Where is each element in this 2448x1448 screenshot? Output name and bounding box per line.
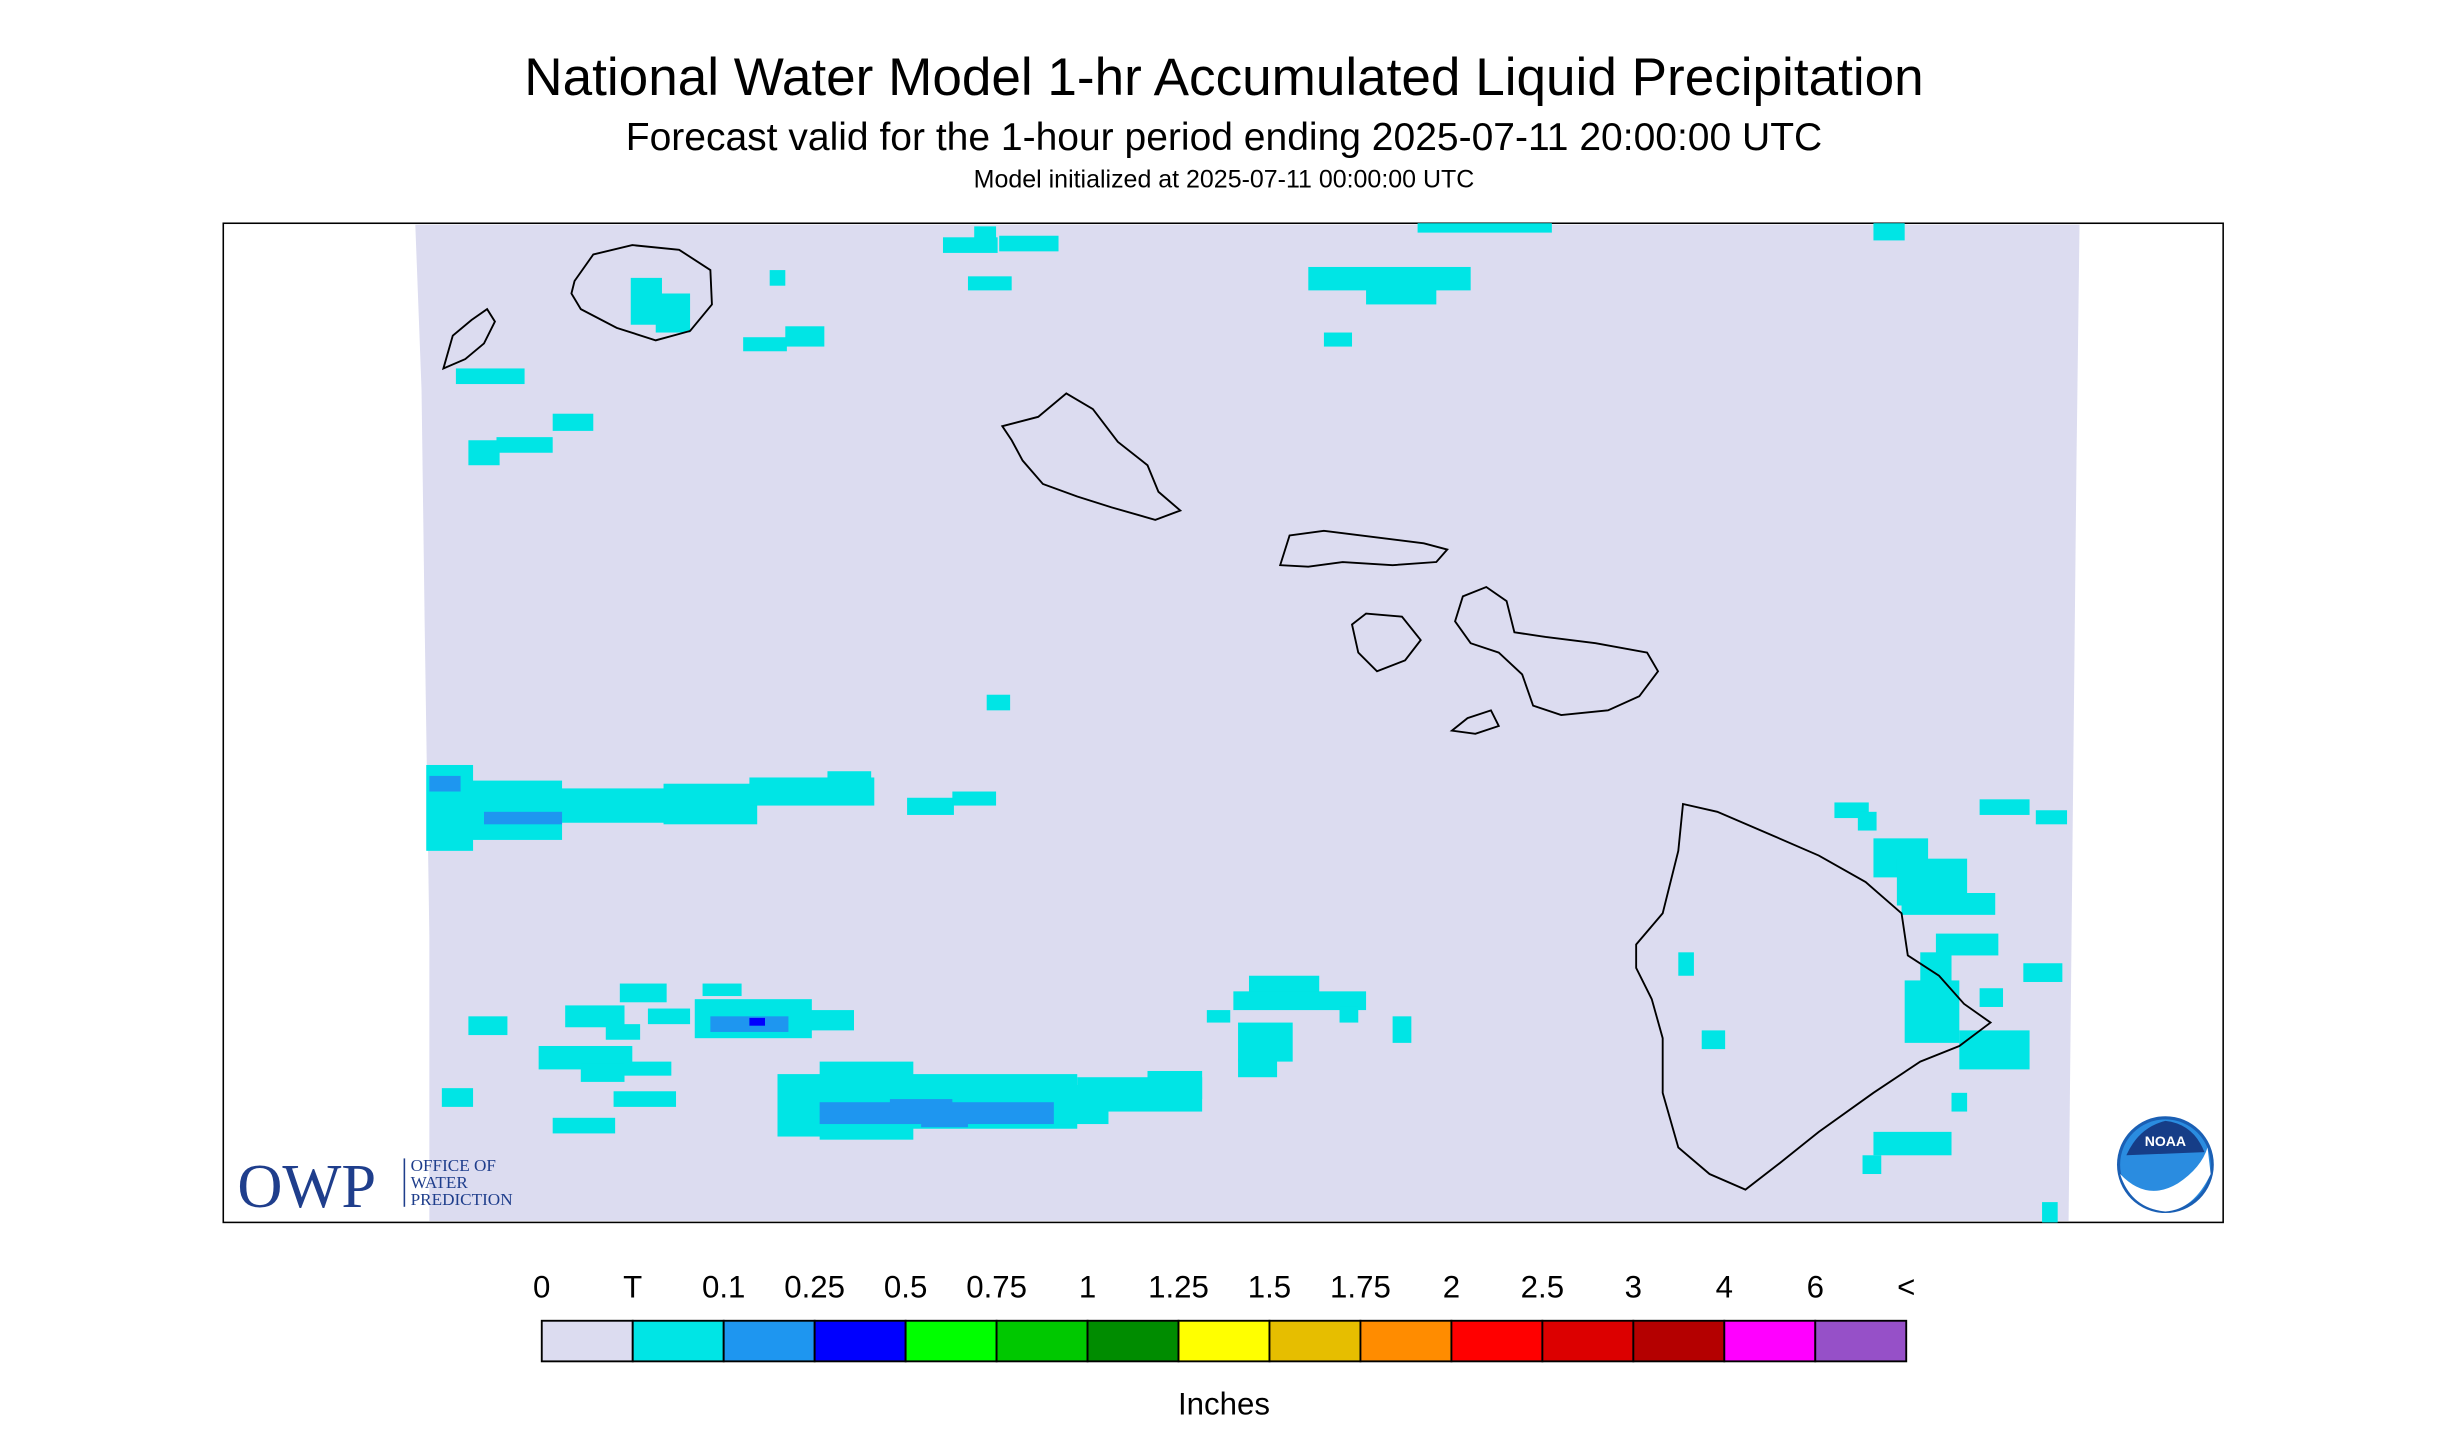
legend-label: 2.5 [1521,1269,1564,1304]
map: OWP OFFICE OF WATER PREDICTION NOAA [222,222,2224,1224]
legend-label: 1.75 [1330,1269,1391,1304]
noaa-logo: NOAA [2116,1116,2214,1214]
owp-logo: OWP OFFICE OF WATER PREDICTION [237,1151,512,1221]
title: National Water Model 1-hr Accumulated Li… [524,48,1923,107]
model-domain [415,224,2080,1221]
owp-logo-text: OFFICE OF [411,1156,496,1175]
legend: 0 T 0.1 0.25 0.5 0.75 1 1.25 1.5 1.75 2 2.5 3 4 6 < [533,1269,1915,1363]
legend-swatch [540,1319,634,1363]
owp-logo-mark: OWP [237,1151,376,1221]
precip-areas [426,223,2068,1223]
legend-swatch [995,1319,1089,1363]
legend-swatch [1268,1319,1362,1363]
legend-label: 0 [533,1269,550,1304]
owp-logo-text: PREDICTION [411,1190,513,1209]
legend-label: 0.1 [702,1269,745,1304]
legend-swatch [813,1319,907,1363]
legend-swatch [1450,1319,1544,1363]
legend-unit: Inches [1178,1386,1270,1421]
legend-swatch [1177,1319,1271,1363]
legend-label: 1.5 [1248,1269,1291,1304]
legend-label: T [623,1269,642,1304]
legend-label: 0.5 [884,1269,927,1304]
legend-label: 4 [1716,1269,1733,1304]
coastlines [441,244,1993,1191]
legend-label: 3 [1625,1269,1642,1304]
noaa-logo-text: NOAA [2145,1133,2186,1149]
legend-label: 2 [1443,1269,1460,1304]
legend-label: < [1897,1269,1915,1304]
legend-label: 1.25 [1148,1269,1209,1304]
legend-swatch [1359,1319,1453,1363]
init-time: Model initialized at 2025-07-11 00:00:00… [974,165,1475,193]
legend-label: 0.25 [784,1269,845,1304]
legend-swatch [1632,1319,1726,1363]
legend-swatch [1086,1319,1180,1363]
legend-swatch [1723,1319,1817,1363]
owp-logo-text: WATER [411,1173,469,1192]
legend-label: 6 [1807,1269,1824,1304]
legend-swatch [722,1319,816,1363]
subtitle: Forecast valid for the 1-hour period end… [626,116,1822,159]
legend-swatch [1814,1319,1908,1363]
legend-label: 1 [1079,1269,1096,1304]
legend-swatch [904,1319,998,1363]
legend-label: 0.75 [966,1269,1027,1304]
legend-swatch [1541,1319,1635,1363]
legend-swatch [631,1319,725,1363]
